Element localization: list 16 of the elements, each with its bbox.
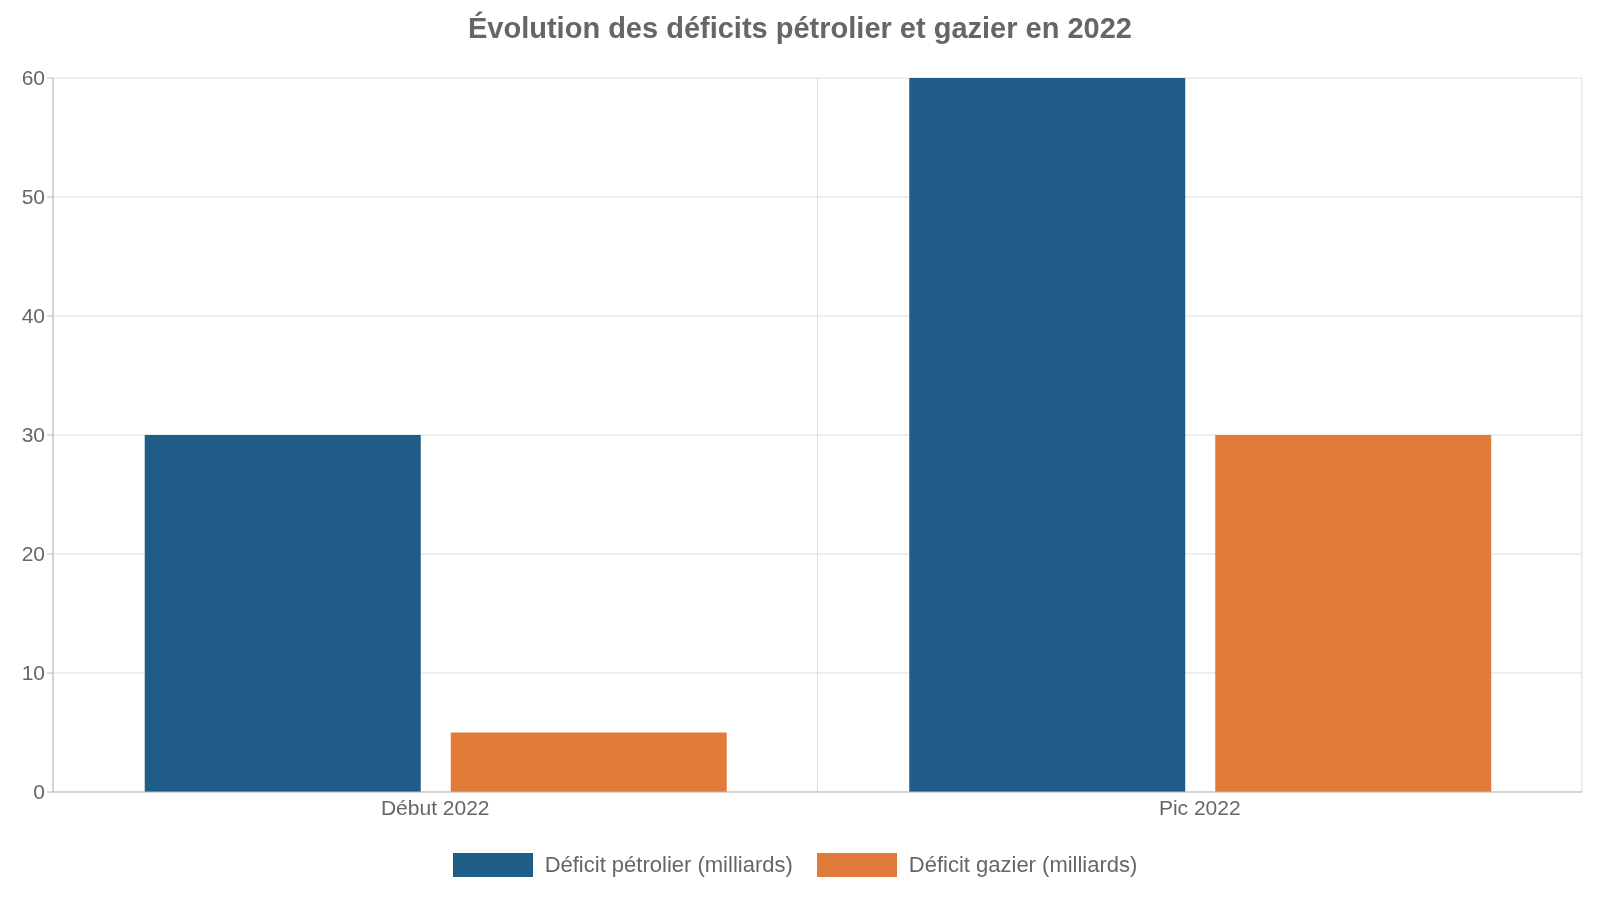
y-tick-label: 30 [21,423,45,447]
y-tick-label: 40 [21,304,45,328]
bar [1215,435,1492,792]
y-tick-label: 0 [33,780,45,804]
legend-label: Déficit gazier (milliards) [908,852,1138,878]
bar [450,732,727,792]
x-tick-label: Pic 2022 [1158,795,1241,819]
bar [909,78,1186,792]
legend-label: Déficit pétrolier (milliards) [544,852,793,878]
y-tick-label: 60 [21,66,45,90]
bar [144,435,421,792]
y-tick-label: 10 [21,661,45,685]
x-tick-label: Début 2022 [380,795,490,819]
y-tick-label: 20 [21,542,45,566]
chart-title: Évolution des déficits pétrolier et gazier en 2022 [467,10,1133,46]
y-tick-label: 50 [21,185,45,209]
